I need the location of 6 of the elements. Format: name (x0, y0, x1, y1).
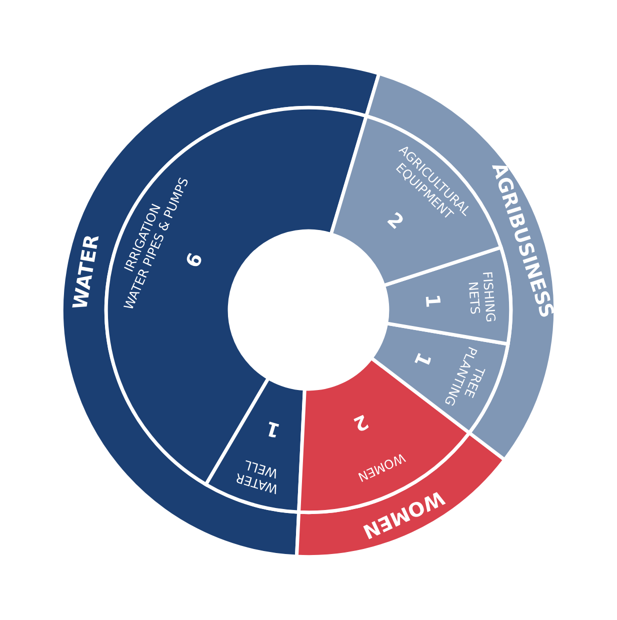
data-label: 6 (184, 252, 203, 268)
data-label: 1 (426, 296, 441, 307)
data-label: 2 (354, 414, 370, 432)
text: WATER (72, 234, 99, 310)
data-label: 1 (414, 352, 432, 368)
data-label: 1 (266, 422, 280, 438)
